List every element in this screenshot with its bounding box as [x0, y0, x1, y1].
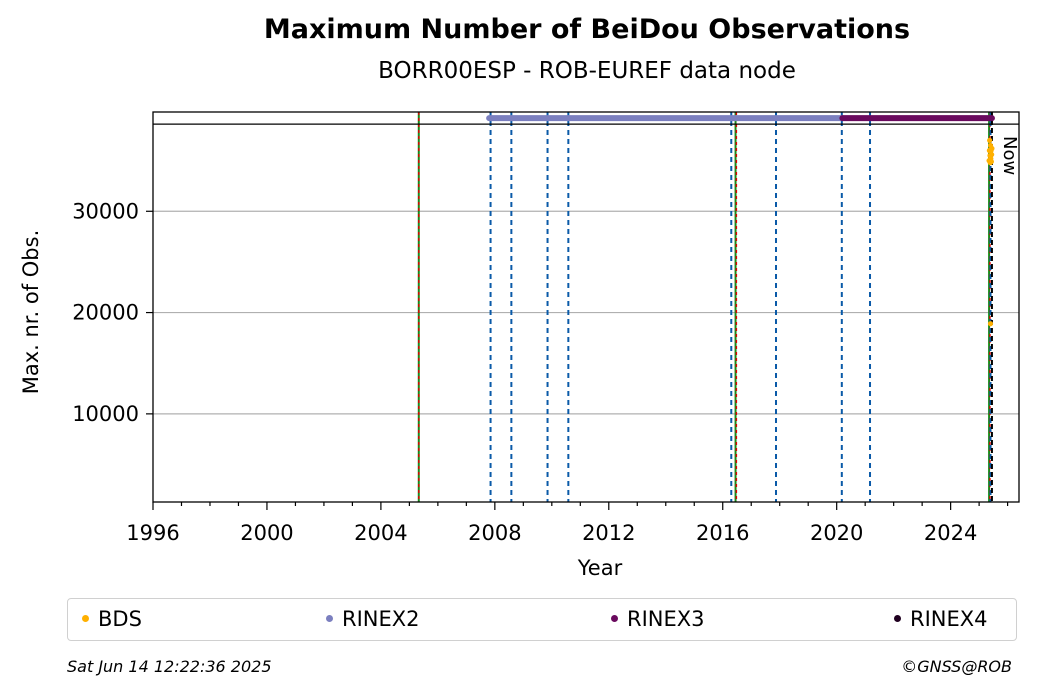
y-tick-label: 10000	[72, 402, 139, 426]
chart-legend: BDS RINEX2 RINEX3 RINEX4	[67, 598, 1017, 641]
legend-label: RINEX2	[342, 607, 420, 631]
x-tick-label: 2020	[810, 521, 863, 545]
legend-item-rinex3: RINEX3	[611, 599, 705, 640]
credit-label: ©GNSS@ROB	[901, 657, 1012, 676]
chart-subtitle: BORR00ESP - ROB-EUREF data node	[378, 58, 796, 84]
y-tick-label: 30000	[72, 199, 139, 223]
x-tick-label: 2008	[468, 521, 521, 545]
y-axis-label: Max. nr. of Obs.	[19, 230, 43, 395]
bds-point	[989, 151, 995, 158]
plot-frame	[152, 111, 1020, 503]
legend-marker	[326, 614, 333, 622]
legend-label: RINEX3	[627, 607, 705, 631]
now-label: Now	[999, 136, 1020, 175]
x-axis-label: Year	[577, 556, 623, 580]
chart-plot: 1996 2000 2004 2008 2012 2016 2020 2024 10000 200…	[19, 111, 1020, 580]
x-tick-label: 2024	[924, 521, 977, 545]
legend-label: BDS	[98, 607, 142, 631]
chart-title: Maximum Number of BeiDou Observations	[263, 14, 911, 45]
x-tick-label: 1996	[126, 521, 179, 545]
x-tick-label: 2000	[240, 521, 293, 545]
legend-label: RINEX4	[910, 607, 988, 631]
bds-point	[988, 159, 994, 165]
legend-marker	[611, 614, 618, 622]
y-tick-label: 20000	[72, 301, 139, 325]
legend-marker	[894, 614, 901, 622]
bds-point	[989, 145, 995, 152]
legend-item-rinex4: RINEX4	[894, 599, 988, 640]
bds-point	[987, 321, 994, 327]
x-tick-label: 2004	[354, 521, 407, 545]
x-tick-label: 2016	[696, 521, 749, 545]
legend-item-rinex2: RINEX2	[326, 599, 420, 640]
x-tick-label: 2012	[582, 521, 635, 545]
legend-marker	[82, 614, 89, 622]
legend-item-bds: BDS	[82, 599, 142, 640]
timestamp-label: Sat Jun 14 12:22:36 2025	[67, 657, 272, 676]
bds-point	[987, 137, 993, 143]
